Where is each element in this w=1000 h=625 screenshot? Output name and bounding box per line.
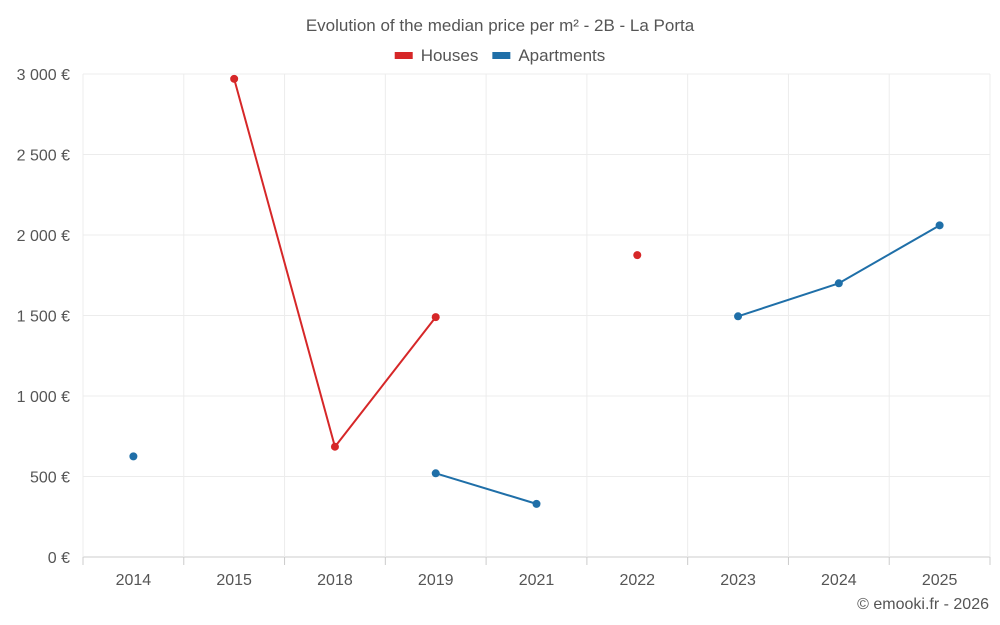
legend-label: Houses xyxy=(421,46,479,65)
y-tick-label: 0 € xyxy=(48,550,70,567)
x-tick-label: 2015 xyxy=(216,572,252,589)
data-point-apartments[interactable] xyxy=(129,452,138,461)
x-tick-label: 2022 xyxy=(619,572,655,589)
x-tick-label: 2025 xyxy=(922,572,958,589)
y-tick-label: 2 500 € xyxy=(17,148,70,165)
data-point-apartments[interactable] xyxy=(935,221,944,230)
legend-label: Apartments xyxy=(518,46,605,65)
x-tick-label: 2019 xyxy=(418,572,454,589)
x-tick-label: 2023 xyxy=(720,572,756,589)
x-tick-label: 2014 xyxy=(116,572,152,589)
y-tick-label: 500 € xyxy=(30,470,70,487)
legend-swatch xyxy=(492,52,511,59)
legend-item-apartments[interactable]: Apartments xyxy=(492,46,605,65)
x-tick-label: 2021 xyxy=(519,572,555,589)
x-tick-label: 2024 xyxy=(821,572,857,589)
data-point-apartments[interactable] xyxy=(532,499,541,508)
credit-text: © emooki.fr - 2026 xyxy=(857,596,989,613)
data-point-houses[interactable] xyxy=(230,74,239,83)
y-tick-label: 2 000 € xyxy=(17,228,70,245)
data-point-houses[interactable] xyxy=(330,442,339,451)
y-tick-label: 1 000 € xyxy=(17,389,70,406)
data-point-houses[interactable] xyxy=(431,313,440,322)
y-tick-label: 1 500 € xyxy=(17,309,70,326)
legend: Houses Apartments xyxy=(394,46,605,65)
chart-title: Evolution of the median price per m² - 2… xyxy=(306,16,695,35)
series-line-houses xyxy=(233,78,437,448)
data-point-apartments[interactable] xyxy=(834,279,843,288)
y-tick-label: 3 000 € xyxy=(17,67,70,84)
grid xyxy=(82,73,991,558)
data-point-apartments[interactable] xyxy=(734,312,743,321)
series-line-apartments xyxy=(435,472,537,505)
legend-item-houses[interactable]: Houses xyxy=(394,46,479,65)
series xyxy=(129,74,944,508)
data-point-apartments[interactable] xyxy=(431,469,440,478)
data-point-houses[interactable] xyxy=(633,251,642,260)
legend-swatch xyxy=(394,52,413,59)
axes: 0 € 500 € 1 000 € 1 500 € 2 000 € 2 500 € 3 00… xyxy=(17,67,991,589)
series-line-apartments xyxy=(737,224,941,318)
x-tick-label: 2018 xyxy=(317,572,353,589)
